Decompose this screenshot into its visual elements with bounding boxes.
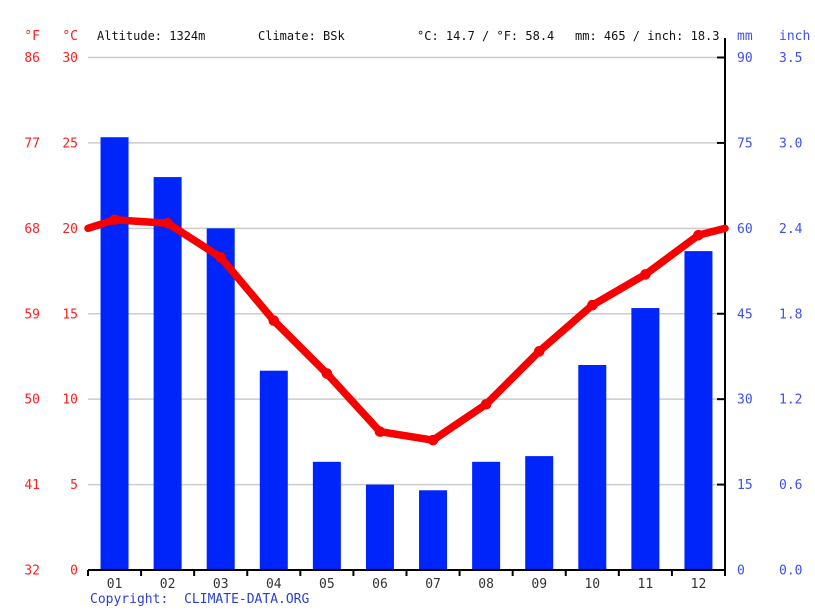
mm-tick: 75 bbox=[737, 136, 753, 151]
temperature-point-05 bbox=[321, 368, 333, 379]
inch-tick: 2.4 bbox=[779, 222, 803, 237]
temperature-point-09 bbox=[533, 346, 545, 357]
mm-tick: 15 bbox=[737, 478, 753, 493]
mm-axis-label: mm bbox=[737, 29, 753, 44]
copyright-label: Copyright: bbox=[90, 592, 168, 607]
fahrenheit-tick: 50 bbox=[24, 393, 40, 408]
precipitation-summary: mm: 465 / inch: 18.3 bbox=[575, 29, 720, 43]
mm-tick: 30 bbox=[737, 393, 753, 408]
inch-tick: 1.8 bbox=[779, 307, 802, 322]
mm-tick: 45 bbox=[737, 307, 753, 322]
mm-tick: 90 bbox=[737, 51, 753, 66]
fahrenheit-axis-label: °F bbox=[24, 29, 40, 44]
temperature-polyline bbox=[84, 216, 729, 444]
month-label-02: 02 bbox=[160, 577, 176, 592]
temperature-point-08 bbox=[480, 398, 492, 410]
temperature-line bbox=[84, 214, 729, 446]
precipitation-bar-03 bbox=[206, 228, 235, 571]
temperature-point-04 bbox=[268, 315, 280, 326]
month-label-06: 06 bbox=[372, 577, 388, 592]
precipitation-bar-05 bbox=[312, 461, 341, 570]
mm-tick: 0 bbox=[737, 564, 745, 579]
precipitation-bar-11 bbox=[631, 308, 660, 570]
precipitation-bar-06 bbox=[365, 484, 394, 570]
fahrenheit-tick: 68 bbox=[24, 222, 40, 237]
temperature-summary: °C: 14.7 / °F: 58.4 bbox=[417, 29, 554, 43]
month-label-11: 11 bbox=[638, 577, 654, 592]
inch-tick: 1.2 bbox=[779, 393, 802, 408]
precipitation-bar-09 bbox=[525, 456, 554, 570]
precipitation-bar-07 bbox=[419, 490, 448, 570]
precipitation-bars bbox=[100, 137, 713, 571]
fahrenheit-tick: 86 bbox=[24, 51, 40, 66]
celsius-axis-label: °C bbox=[62, 29, 78, 44]
month-label-04: 04 bbox=[266, 577, 282, 592]
copyright-link[interactable]: CLIMATE-DATA.ORG bbox=[184, 592, 309, 607]
month-label-07: 07 bbox=[425, 577, 441, 592]
precipitation-bar-02 bbox=[153, 177, 182, 571]
axes bbox=[87, 38, 726, 576]
month-label-05: 05 bbox=[319, 577, 335, 592]
temperature-point-11 bbox=[640, 269, 651, 280]
month-label-09: 09 bbox=[531, 577, 547, 592]
inch-tick: 3.5 bbox=[779, 51, 802, 66]
celsius-tick: 0 bbox=[70, 564, 78, 579]
celsius-tick: 15 bbox=[62, 307, 78, 322]
inch-axis-label: inch bbox=[779, 29, 810, 44]
fahrenheit-tick: 41 bbox=[24, 478, 40, 493]
mm-tick: 60 bbox=[737, 222, 753, 237]
inch-tick: 0.0 bbox=[779, 564, 802, 579]
inch-tick: 3.0 bbox=[779, 136, 802, 151]
month-label-10: 10 bbox=[584, 577, 600, 592]
fahrenheit-tick: 77 bbox=[24, 136, 40, 151]
precipitation-bar-10 bbox=[578, 365, 607, 570]
temperature-point-03 bbox=[215, 252, 227, 263]
month-labels: 01 02 03 04 05 06 07 08 09 10 11 12 bbox=[107, 577, 707, 592]
fahrenheit-tick: 59 bbox=[24, 307, 40, 322]
left-axis-tick-labels: 86 30 77 25 68 20 59 15 50 10 41 5 32 0 bbox=[24, 51, 78, 579]
month-label-12: 12 bbox=[691, 577, 707, 592]
temperature-point-10 bbox=[586, 299, 598, 311]
right-axis-tick-labels: 90 3.5 75 3.0 60 2.4 45 1.8 30 1.2 15 0.6 0 0.0 bbox=[737, 51, 803, 579]
copyright: Copyright: CLIMATE-DATA.ORG bbox=[90, 592, 310, 607]
celsius-tick: 20 bbox=[62, 222, 78, 237]
altitude-label: Altitude: 1324m bbox=[97, 29, 205, 43]
celsius-tick: 25 bbox=[62, 136, 78, 151]
celsius-tick: 30 bbox=[62, 51, 78, 66]
precipitation-bar-08 bbox=[472, 461, 501, 570]
precipitation-bar-12 bbox=[684, 251, 713, 570]
month-label-08: 08 bbox=[478, 577, 494, 592]
precipitation-bar-01 bbox=[100, 137, 129, 570]
month-label-03: 03 bbox=[213, 577, 229, 592]
temperature-point-01 bbox=[109, 214, 120, 226]
fahrenheit-tick: 32 bbox=[24, 564, 40, 579]
precipitation-bar-04 bbox=[259, 370, 288, 570]
month-label-01: 01 bbox=[107, 577, 123, 592]
temperature-point-06 bbox=[374, 426, 386, 437]
climate-class-label: Climate: BSk bbox=[258, 29, 345, 43]
temperature-point-02 bbox=[162, 217, 173, 229]
celsius-tick: 5 bbox=[70, 478, 78, 493]
celsius-tick: 10 bbox=[62, 393, 78, 408]
gridlines bbox=[88, 56, 725, 486]
temperature-point-07 bbox=[427, 434, 439, 446]
inch-tick: 0.6 bbox=[779, 478, 802, 493]
temperature-point-12 bbox=[693, 229, 704, 241]
